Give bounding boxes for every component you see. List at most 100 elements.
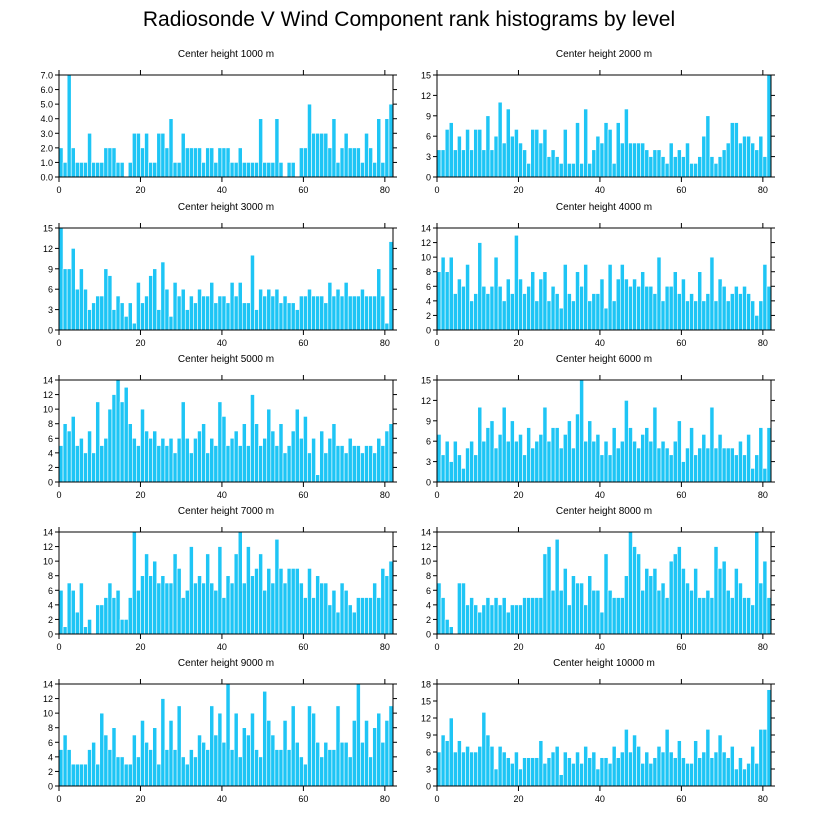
y-tick-label: 12 [421,714,431,724]
bar [550,149,556,178]
bar [193,302,198,331]
bar [465,129,470,178]
bar [664,447,670,483]
bar [681,278,686,331]
x-tick-label: 0 [434,794,439,804]
bar [644,427,650,483]
bar [193,756,198,787]
bar [465,447,470,483]
bar [388,103,394,178]
bar [303,597,308,635]
bar [241,727,247,787]
bar [66,582,72,635]
bar [246,302,251,331]
bar [514,234,519,331]
bar [522,597,527,635]
x-tick-label: 20 [135,642,145,652]
bar [603,307,609,331]
bar [331,749,337,787]
bar [388,423,394,483]
y-tick-label: 12 [43,542,53,552]
bar [278,423,284,483]
y-tick-label: 0 [426,173,431,183]
bar [168,118,174,178]
bar [583,604,589,635]
bar [567,293,572,331]
bar [636,746,641,787]
bar [599,454,605,483]
bar [127,763,133,787]
bar [465,264,470,331]
bar [225,683,231,787]
bar [505,440,511,483]
bar [599,142,605,178]
bar [327,749,333,787]
x-tick-label: 80 [758,642,768,652]
bar [579,379,584,483]
x-tick-label: 20 [513,642,523,652]
bar [184,437,190,483]
bar [91,741,96,787]
bar [237,756,243,787]
bar [689,163,694,178]
bar [136,282,141,331]
x-tick-label: 40 [595,642,605,652]
y-tick-label: 9 [426,731,431,741]
bar [534,300,540,331]
bar [180,132,186,178]
bar [689,589,694,635]
bar [290,705,296,787]
bar [607,454,613,483]
bar [250,394,255,483]
bar [168,720,174,787]
bar [148,575,153,635]
bar [282,720,288,787]
bar [469,597,474,635]
bar [376,597,382,635]
bar [107,147,113,178]
bar [262,162,268,178]
bar [225,445,231,483]
bar [717,734,723,787]
bar [221,597,227,635]
bar [485,427,491,483]
bar [742,135,747,178]
bar [672,553,678,635]
bar [713,300,719,331]
bar [307,103,312,178]
x-tick-label: 20 [513,794,523,804]
bar [697,447,703,483]
bar [83,626,88,635]
bar [343,741,349,787]
bar [372,452,378,483]
bar [750,300,756,331]
bar [217,546,223,635]
bar [152,268,158,331]
bar [493,768,499,787]
bar [636,285,641,331]
bar [644,285,650,331]
bar [542,763,548,787]
bar [615,447,621,483]
bar [664,163,670,178]
bar [319,582,325,635]
bar [534,129,540,178]
bar [579,163,584,178]
bar [672,156,678,178]
bar [160,575,166,635]
bar [87,749,92,787]
bar [754,315,760,331]
bar [575,122,580,178]
bar [522,757,527,787]
bar [123,386,129,483]
bar [636,142,641,178]
bar [372,162,378,178]
y-tick-label: 15 [421,376,431,386]
bar [315,741,320,787]
bar [436,751,442,787]
bar [758,729,764,787]
bar [189,452,194,483]
bar [376,118,382,178]
bar [294,309,300,331]
